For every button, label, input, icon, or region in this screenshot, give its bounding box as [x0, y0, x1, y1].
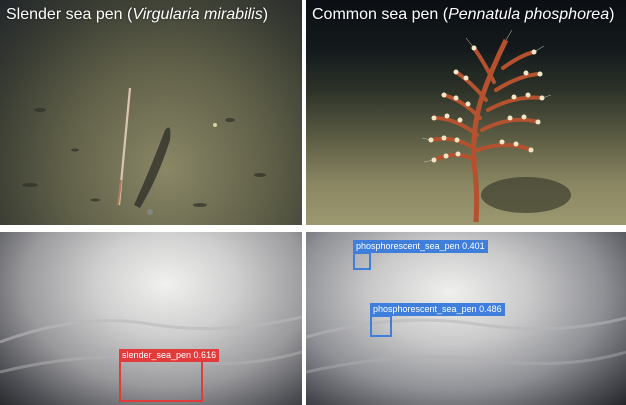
- detection-box: [353, 252, 371, 270]
- caption-slender-sea-pen: Slender sea pen (Virgularia mirabilis): [6, 6, 269, 23]
- detection-label: phosphorescent_sea_pen 0.401: [353, 240, 488, 253]
- common-sea-pen: [471, 38, 509, 223]
- sea-pen-shadow: [481, 177, 571, 213]
- detection-label: slender_sea_pen 0.616: [119, 349, 220, 362]
- detection-image-slender: slender_sea_pen 0.616: [0, 232, 302, 405]
- lit-seafloor: [306, 316, 626, 374]
- photo-common-sea-pen: Common sea pen (Pennatula phosphorea): [306, 0, 626, 225]
- sea-pen-scene: [421, 29, 571, 223]
- detection-box: [119, 360, 203, 402]
- sea-pen-shadow: [134, 127, 171, 208]
- detection-label: phosphorescent_sea_pen 0.486: [370, 303, 505, 316]
- caption-common-sea-pen: Common sea pen (Pennatula phosphorea): [312, 6, 615, 23]
- detection-image-phosphorescent: phosphorescent_sea_pen 0.401 phosphoresc…: [306, 232, 626, 405]
- seafloor-scene: [22, 87, 266, 215]
- detection-box: [370, 315, 392, 337]
- photo-slender-sea-pen: Slender sea pen (Virgularia mirabilis): [0, 0, 302, 225]
